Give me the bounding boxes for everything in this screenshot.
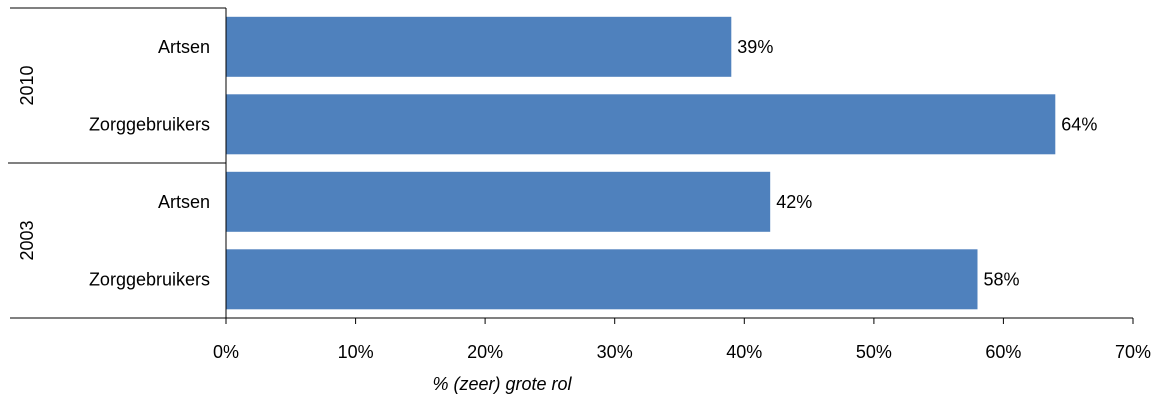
category-label: Zorggebruikers: [89, 114, 210, 134]
bars-layer: [226, 16, 1056, 310]
data-label: 39%: [737, 37, 773, 57]
x-tick-label: 40%: [726, 342, 762, 362]
x-tick-label: 30%: [597, 342, 633, 362]
data-label: 42%: [776, 192, 812, 212]
x-tick-label: 10%: [338, 342, 374, 362]
data-label: 64%: [1061, 114, 1097, 134]
x-tick-label: 0%: [213, 342, 239, 362]
x-tick-label: 70%: [1115, 342, 1151, 362]
x-tick-label: 60%: [985, 342, 1021, 362]
data-label: 58%: [984, 269, 1020, 289]
labels-layer: Artsen 39% Zorggebruikers 64% 2010 Artsen 42% Z…: [17, 37, 1151, 362]
category-label: Zorggebruikers: [89, 269, 210, 289]
x-tick-label: 50%: [856, 342, 892, 362]
x-axis-title: % (zeer) grote rol: [432, 374, 572, 394]
bar-2010-artsen: [226, 16, 732, 77]
x-tick-label: 20%: [467, 342, 503, 362]
axis-layer: [8, 7, 1134, 324]
category-label: Artsen: [158, 192, 210, 212]
category-label: Artsen: [158, 37, 210, 57]
bar-2010-zorggebruikers: [226, 94, 1056, 155]
group-label-2010: 2010: [17, 65, 37, 105]
bar-2003-artsen: [226, 171, 771, 232]
bar-2003-zorggebruikers: [226, 249, 978, 310]
group-label-2003: 2003: [17, 220, 37, 260]
